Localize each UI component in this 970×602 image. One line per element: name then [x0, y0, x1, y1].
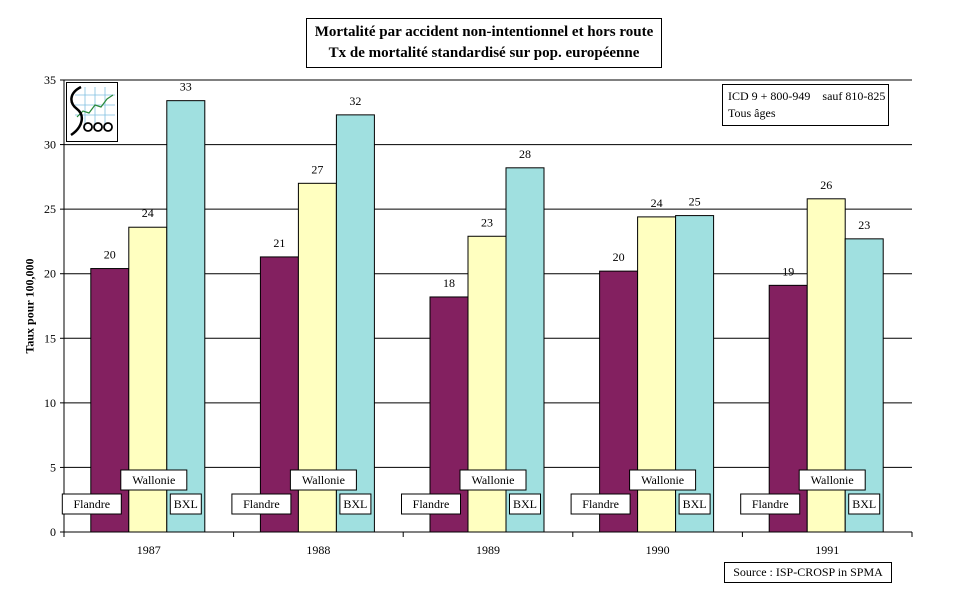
series-tag-bxl: BXL	[509, 493, 541, 515]
series-tag-label: BXL	[852, 497, 876, 511]
x-tick-label: 1989	[476, 543, 500, 557]
y-tick-label: 35	[44, 73, 56, 87]
data-label: 33	[180, 80, 192, 94]
data-label: 23	[858, 218, 870, 232]
data-label: 26	[820, 178, 832, 192]
data-label: 19	[782, 264, 794, 278]
icd-note-line2: Tous âges	[728, 106, 776, 120]
series-tag-wallonie: Wallonie	[459, 469, 527, 491]
series-tag-flandre: Flandre	[61, 493, 122, 515]
data-label: 24	[142, 206, 154, 220]
series-tag-box	[570, 493, 631, 515]
series-tag-box	[798, 469, 866, 491]
x-tick-label: 1987	[137, 543, 161, 557]
series-tag-bxl: BXL	[339, 493, 372, 515]
series-tag-label: Flandre	[243, 497, 280, 511]
series-tag-label: BXL	[683, 497, 707, 511]
data-label: 28	[519, 147, 531, 161]
data-label: 21	[273, 236, 285, 250]
icd-note-line1: ICD 9 + 800-949 sauf 810-825	[728, 89, 886, 103]
y-tick-label: 10	[44, 396, 56, 410]
series-tag-label: Wallonie	[132, 473, 175, 487]
data-label: 24	[651, 196, 663, 210]
y-tick-label: 20	[44, 267, 56, 281]
series-tag-label: BXL	[513, 497, 537, 511]
series-tag-box	[678, 493, 711, 515]
series-tag-label: Wallonie	[811, 473, 854, 487]
series-tag-box	[459, 469, 527, 491]
bar-bxl-1988	[335, 114, 375, 533]
chart-title-line1: Mortalité par accident non-intentionnel …	[314, 24, 654, 40]
series-tag-box	[401, 493, 461, 515]
data-label: 20	[613, 250, 625, 264]
data-label: 25	[689, 195, 701, 209]
data-label: 20	[104, 248, 116, 262]
x-tick-label: 1990	[646, 543, 670, 557]
series-tag-box	[629, 469, 697, 491]
y-tick-label: 5	[50, 460, 56, 474]
series-tag-wallonie: Wallonie	[289, 469, 357, 491]
series-tag-box	[740, 493, 801, 515]
y-axis-label: Taux pour 100,000	[22, 258, 37, 354]
series-tag-label: Wallonie	[471, 473, 514, 487]
chart-title: Mortalité par accident non-intentionnel …	[306, 18, 662, 68]
series-tag-bxl: BXL	[848, 493, 881, 515]
series-tag-label: BXL	[174, 497, 198, 511]
series-tag-label: Wallonie	[302, 473, 345, 487]
axes: 0 5 10 15 20 25 30 35 1987 1988 1989 1990 1991	[44, 73, 913, 557]
series-tag-wallonie: Wallonie	[120, 469, 188, 491]
x-tick-label: 1991	[815, 543, 839, 557]
bar-flandre-1991	[768, 284, 808, 533]
series-tag-box	[509, 493, 541, 515]
series-tag-box	[231, 493, 292, 515]
source-note: Source : ISP-CROSP in SPMA	[724, 562, 892, 583]
series-tag-bxl: BXL	[169, 493, 202, 515]
series-tag-label: Flandre	[752, 497, 789, 511]
series-tags: Flandre Flandre Flandre Flandre Flandre Wallo…	[61, 469, 881, 515]
data-labels: 20 21 18 20 19 24 27 23 24 26 33 32 28 25 23	[104, 80, 870, 290]
x-tick-label: 1988	[306, 543, 330, 557]
data-label: 23	[481, 215, 493, 229]
series-tag-box	[289, 469, 357, 491]
series-tag-label: Wallonie	[641, 473, 684, 487]
series-tag-flandre: Flandre	[401, 493, 461, 515]
series-tag-wallonie: Wallonie	[798, 469, 866, 491]
icd-note: ICD 9 + 800-949 sauf 810-825 Tous âges	[722, 84, 889, 126]
series-tag-label: Flandre	[73, 497, 110, 511]
series-tag-flandre: Flandre	[570, 493, 631, 515]
series-tag-box	[61, 493, 122, 515]
series-tag-box	[120, 469, 188, 491]
series-tag-flandre: Flandre	[231, 493, 292, 515]
logo-icon	[66, 82, 118, 142]
series-tag-box	[339, 493, 372, 515]
bar-flandre-1989	[429, 296, 469, 533]
data-label: 18	[443, 276, 455, 290]
data-label: 32	[349, 94, 361, 108]
series-tag-label: BXL	[343, 497, 367, 511]
y-tick-label: 15	[44, 331, 56, 345]
series-tag-label: Flandre	[582, 497, 619, 511]
bar-flandre-1988	[259, 256, 299, 533]
chart-title-line2: Tx de mortalité standardisé sur pop. eur…	[328, 45, 640, 61]
bar-flandre-1987	[90, 268, 130, 533]
bar-flandre-1990	[599, 270, 639, 533]
bar-bxl-1987	[166, 100, 206, 533]
data-label: 27	[311, 162, 323, 176]
y-tick-label: 30	[44, 138, 56, 152]
y-tick-label: 0	[50, 525, 56, 539]
series-tag-box	[169, 493, 202, 515]
y-tick-label: 25	[44, 202, 56, 216]
series-tag-label: Flandre	[413, 497, 450, 511]
series-tag-wallonie: Wallonie	[629, 469, 697, 491]
series-tag-bxl: BXL	[678, 493, 711, 515]
series-tag-box	[848, 493, 881, 515]
series-tag-flandre: Flandre	[740, 493, 801, 515]
